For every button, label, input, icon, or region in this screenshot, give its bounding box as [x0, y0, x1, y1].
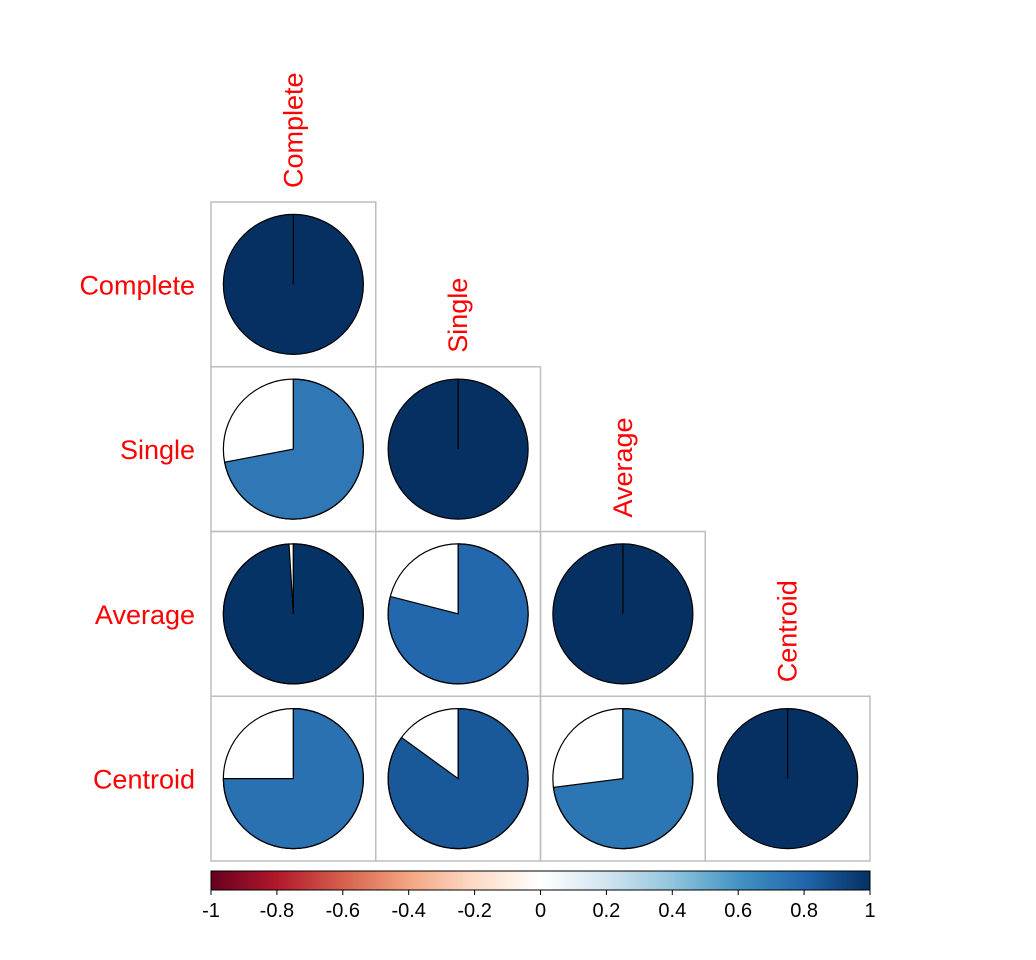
row-label: Complete	[79, 270, 195, 300]
variable-labels: Complete Single Average Centroid Complete Sin…	[79, 72, 802, 794]
colorbar-gradient	[210, 870, 871, 891]
pie-mark	[717, 708, 859, 850]
pie-mark	[552, 708, 694, 850]
pie-mark	[387, 543, 529, 685]
colorbar-tick-label: 0.2	[592, 900, 620, 922]
column-label: Centroid	[773, 580, 803, 682]
colorbar-tick-label: 0	[535, 900, 546, 922]
colorbar: -1 -0.8 -0.6 -0.4 -0.2 0 0.2 0.4 0.6 0.8 1	[202, 870, 876, 922]
column-label: Single	[443, 278, 473, 353]
colorbar-tick-label: -1	[202, 900, 220, 922]
row-label: Average	[95, 600, 195, 630]
correlation-pies	[222, 213, 859, 850]
row-label: Centroid	[93, 765, 195, 795]
pie-mark	[222, 543, 364, 685]
column-label: Complete	[278, 72, 308, 188]
matrix-cell	[704, 695, 871, 862]
matrix-grid	[210, 201, 871, 862]
colorbar-tick-label: -0.4	[391, 900, 425, 922]
colorbar-tick-label: 0.4	[658, 900, 686, 922]
colorbar-tick-label: -0.6	[326, 900, 360, 922]
pie-mark	[222, 378, 364, 520]
column-label: Average	[608, 417, 638, 517]
pie-mark	[387, 378, 529, 520]
colorbar-tick-label: -0.8	[260, 900, 294, 922]
colorbar-tick-label: -0.2	[457, 900, 491, 922]
colorbar-tick-label: 0.6	[724, 900, 752, 922]
colorbar-tick-label: 0.8	[790, 900, 818, 922]
pie-mark	[552, 543, 694, 685]
pie-mark	[222, 213, 364, 355]
row-label: Single	[120, 435, 195, 465]
pie-mark	[222, 708, 364, 850]
pie-mark	[387, 708, 529, 850]
colorbar-tick-label: 1	[864, 900, 875, 922]
